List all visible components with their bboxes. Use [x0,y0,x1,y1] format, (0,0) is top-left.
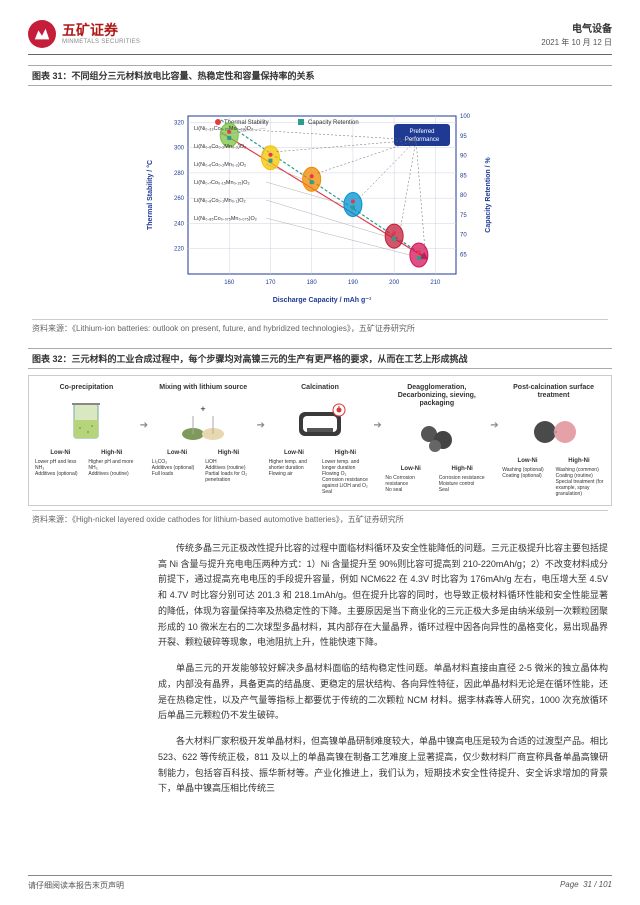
high-ni-desc: Corrosion resistanceMoisture controlSeal [439,475,488,493]
high-ni-header: High-Ni [451,466,472,473]
process-step-icon [502,404,605,454]
brand-name-cn: 五矿证券 [62,23,140,38]
fig32-source: 资料来源：《High-nickel layered oxide cathodes… [32,510,608,525]
svg-text:75: 75 [460,213,467,219]
svg-text:200: 200 [389,280,400,286]
svg-text:Preferred: Preferred [409,129,434,135]
low-ni-desc: No Corrosion resistanceNo seal [385,475,434,493]
svg-text:Li(Ni₀.₅Co₀.₂Mn₀.₃)O₂: Li(Ni₀.₅Co₀.₂Mn₀.₃)O₂ [194,144,246,150]
low-ni-desc: Washing (optional)Coating (optional) [502,467,551,497]
svg-text:85: 85 [460,173,467,179]
process-step-title: Calcination [269,384,372,392]
svg-text:180: 180 [307,280,318,286]
svg-text:170: 170 [265,280,276,286]
svg-text:100: 100 [460,114,471,120]
svg-text:160: 160 [224,280,235,286]
process-step-icon [385,412,488,462]
footer-page-number: 31 / 101 [583,880,612,889]
paragraph-2: 单晶三元的开发能够较好解决多晶材料面临的结构稳定性问题。单晶材料直接由直径 2-… [158,661,608,724]
svg-text:80: 80 [460,193,467,199]
brand-name-en: MINMETALS SECURITIES [62,39,140,45]
svg-text:260: 260 [174,196,185,202]
process-step-icon [35,396,138,446]
high-ni-desc: Higher pH and more NH₃Additives (routine… [88,459,137,477]
low-ni-header: Low-Ni [50,450,70,457]
header-category: 电气设备 [541,20,612,35]
svg-text:220: 220 [174,247,185,253]
process-arrow-icon: ➔ [140,420,150,431]
low-ni-header: Low-Ni [284,450,304,457]
low-ni-desc: Higher temp. and shorter durationFlowing… [269,459,318,495]
svg-text:240: 240 [174,221,185,227]
brand-logo-icon [28,20,56,48]
paragraph-3: 各大材料厂家积极开发单晶材料，但高镍单晶研制难度较大，单晶中镍高电压是较为合适的… [158,734,608,797]
process-step: Deagglomeration, Decarbonizing, sieving,… [385,384,488,493]
low-ni-header: Low-Ni [518,458,538,465]
fig31-caption: 图表 31：不同组分三元材料放电比容量、热稳定性和容量保持率的关系 [28,65,612,86]
high-ni-header: High-Ni [335,450,356,457]
svg-text:Li(Ni₀.₆Co₀.₂Mn₀.₂)O₂: Li(Ni₀.₆Co₀.₂Mn₀.₂)O₂ [194,162,246,168]
svg-text:Li(Ni₀.₃₃Co₀.₃₃Mn₀.₃₃)O₂: Li(Ni₀.₃₃Co₀.₃₃Mn₀.₃₃)O₂ [194,126,253,132]
svg-text:Li(Ni₀.₇Co₀.₁₅Mn₀.₁₅)O₂: Li(Ni₀.₇Co₀.₁₅Mn₀.₁₅)O₂ [194,180,250,186]
svg-text:65: 65 [460,252,467,258]
brand-block: 五矿证券 MINMETALS SECURITIES [28,20,140,48]
process-step: Post-calcination surface treatment Low-N… [502,384,605,497]
paragraph-1: 传统多晶三元正极改性提升比容的过程中面临材料循环及安全性能降低的问题。三元正极提… [158,541,608,651]
process-step-title: Co-precipitation [35,384,138,392]
process-step: Calcination Low-Ni High-Ni Higher temp. a… [269,384,372,495]
high-ni-header: High-Ni [568,458,589,465]
high-ni-desc: LiOHAdditives (routine)Partial loads for… [205,459,254,483]
page-header: 五矿证券 MINMETALS SECURITIES 电气设备 2021 年 10… [28,20,612,55]
high-ni-header: High-Ni [101,450,122,457]
process-step-icon [269,396,372,446]
svg-text:Capacity Retention: Capacity Retention [308,120,359,126]
process-arrow-icon: ➔ [490,420,500,431]
svg-text:70: 70 [460,233,467,239]
fig32-diagram: Co-precipitation Low-Ni High-Ni Lower pH … [28,375,612,506]
body-text: 传统多晶三元正极改性提升比容的过程中面临材料循环及安全性能降低的问题。三元正极提… [28,541,612,797]
svg-text:320: 320 [174,120,185,126]
low-ni-header: Low-Ni [167,450,187,457]
low-ni-desc: Li₂CO₃Additives (optional)Full loads [152,459,201,483]
footer-page-label: Page [560,880,579,889]
svg-text:Discharge Capacity / mAh g⁻¹: Discharge Capacity / mAh g⁻¹ [273,297,372,304]
high-ni-desc: Lower temp. and longer durationFlowing O… [322,459,371,495]
high-ni-header: High-Ni [218,450,239,457]
fig32-caption: 图表 32：三元材料的工业合成过程中，每个步骤均对高镍三元的生产有更严格的要求，… [28,348,612,369]
svg-text:Thermal Stability / °C: Thermal Stability / °C [146,160,154,230]
svg-text:Li(Ni₀.₈Co₀.₁Mn₀.₁)O₂: Li(Ni₀.₈Co₀.₁Mn₀.₁)O₂ [194,198,246,204]
process-step-title: Post-calcination surface treatment [502,384,605,400]
svg-text:Li(Ni₀.₈₅Co₀.₀₇₅Mn₀.₀₇₅)O₂: Li(Ni₀.₈₅Co₀.₀₇₅Mn₀.₀₇₅)O₂ [194,216,257,222]
svg-text:Capacity Retention / %: Capacity Retention / % [485,157,492,233]
process-step-title: Mixing with lithium source [152,384,255,392]
process-step: Mixing with lithium source + Low-Ni High-… [152,384,255,483]
page-footer: 请仔细阅读本报告末页声明 Page 31 / 101 [28,875,612,891]
svg-text:+: + [201,404,206,414]
process-step-icon: + [152,396,255,446]
header-date: 2021 年 10 月 12 日 [541,37,612,48]
svg-text:210: 210 [430,280,441,286]
svg-text:300: 300 [174,146,185,152]
low-ni-desc: Lower pH and less NH₃Additives (optional… [35,459,84,477]
process-step: Co-precipitation Low-Ni High-Ni Lower pH … [35,384,138,477]
svg-text:95: 95 [460,134,467,140]
low-ni-header: Low-Ni [401,466,421,473]
fig31-source: 资料来源：《Lithium-ion batteries: outlook on … [32,319,608,334]
high-ni-desc: Washing (common)Coating (routine)Special… [556,467,605,497]
process-step-title: Deagglomeration, Decarbonizing, sieving,… [385,384,488,408]
fig31-chart: 160 170 180 190 200 210 220 240 260 280 300 320 65 70… [28,92,612,315]
svg-text:280: 280 [174,171,185,177]
footer-disclaimer: 请仔细阅读本报告末页声明 [28,880,124,891]
svg-text:190: 190 [348,280,359,286]
process-arrow-icon: ➔ [373,420,383,431]
process-arrow-icon: ➔ [257,420,267,431]
svg-text:90: 90 [460,154,467,160]
